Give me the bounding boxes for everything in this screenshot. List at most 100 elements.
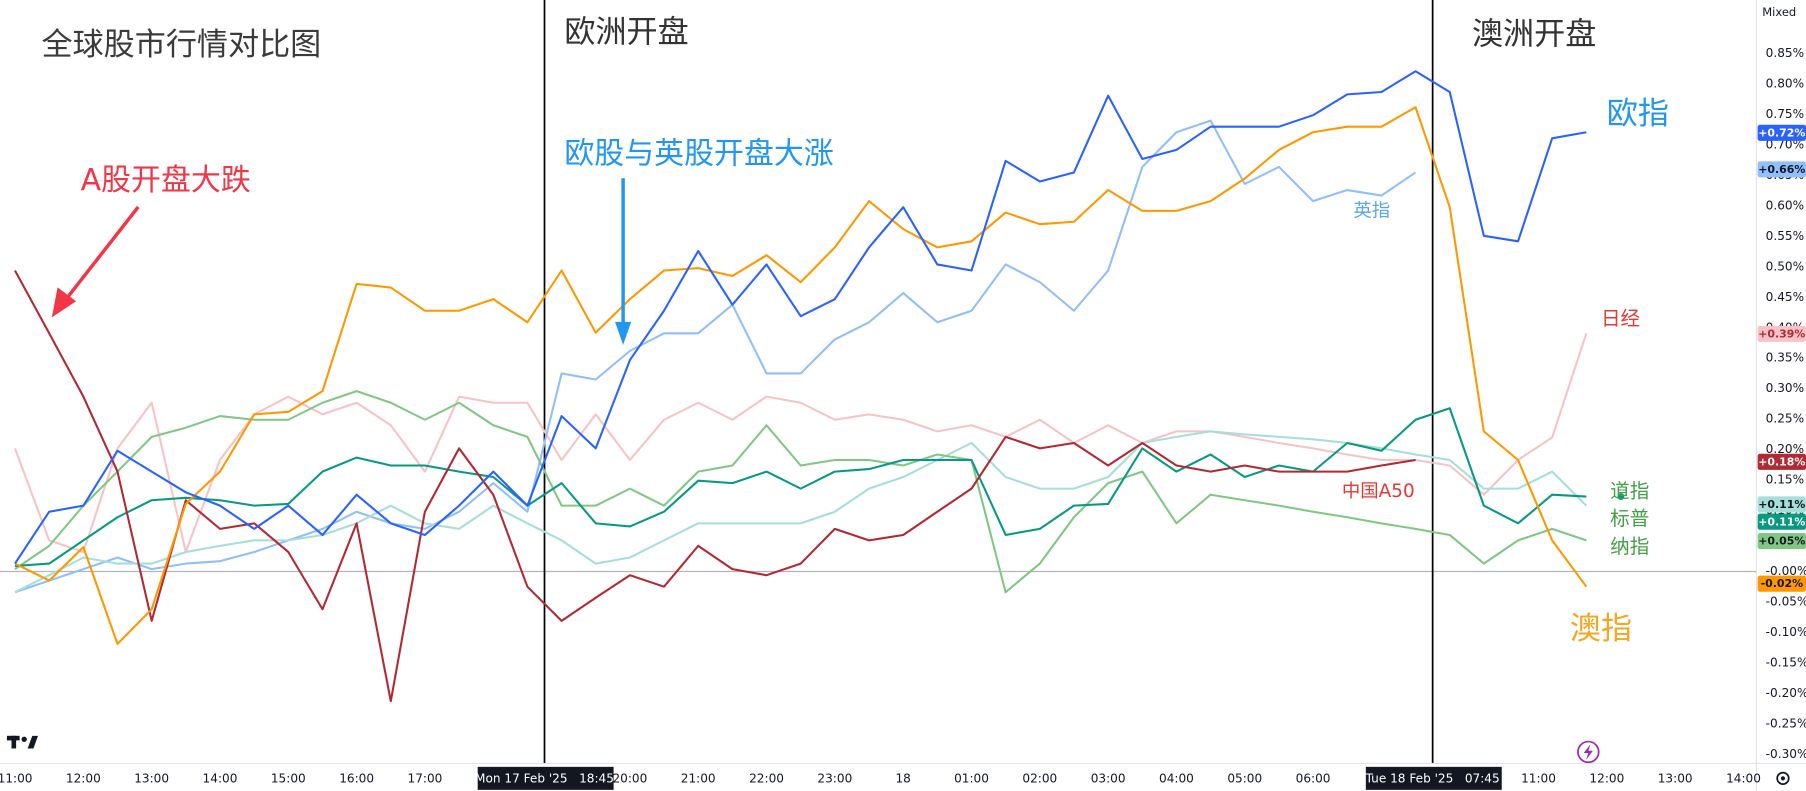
icon-gear-center [1780, 776, 1786, 781]
price-badge [1757, 325, 1806, 342]
y-tick-label: 0.70% [1766, 138, 1804, 152]
series-label: 标普 [1610, 507, 1649, 530]
price-badge [1757, 496, 1806, 513]
x-tick-label: 17:00 [408, 771, 443, 785]
price-badge-label: +0.66% [1758, 163, 1805, 176]
y-tick-label: 0.25% [1766, 412, 1804, 426]
x-tick-label: 23:00 [817, 771, 852, 785]
plot-area [0, 0, 1757, 764]
series-label: 日经 [1601, 307, 1640, 330]
x-tick-highlight [477, 766, 614, 790]
x-tick-label: 04:00 [1159, 771, 1194, 785]
x-tick-label: 13:00 [134, 771, 169, 785]
y-tick-label: 0.15% [1766, 473, 1804, 487]
icon-ring [1577, 740, 1600, 764]
logo-part [11, 735, 17, 749]
annotation: 欧洲开盘 [564, 14, 688, 50]
price-badge [1757, 124, 1806, 141]
end-marker [1617, 493, 1625, 500]
y-tick-label: -0.20% [1766, 686, 1806, 700]
x-tick-label: Tue 18 Feb '25 07:45 [1365, 771, 1500, 785]
annotation: 欧股与英股开盘大涨 [564, 137, 833, 172]
price-badge [1757, 453, 1806, 470]
y-tick-label: 0.75% [1766, 107, 1804, 121]
price-badge-label: +0.18% [1758, 455, 1805, 468]
price-badge-label: +0.11% [1758, 498, 1805, 511]
annotation: 澳洲开盘 [1472, 17, 1596, 53]
price-badge-label: +0.11% [1758, 515, 1805, 528]
red-arrow [51, 205, 140, 318]
y-tick-label: -0.10% [1766, 625, 1806, 639]
x-tick-label: 02:00 [1022, 771, 1057, 785]
scale-mode[interactable]: Mixed [1762, 5, 1796, 19]
x-tick-label: 03:00 [1091, 771, 1126, 785]
arrow-shaft [63, 205, 140, 303]
series-label: 欧指 [1607, 96, 1669, 132]
x-tick-label: 12:00 [1589, 771, 1624, 785]
x-tick-label: 20:00 [612, 771, 647, 785]
x-tick-label: 14:00 [203, 771, 238, 785]
y-tick-label: -0.05% [1766, 594, 1806, 608]
annotation: A股开盘大跌 [81, 163, 251, 198]
icon-bolt [1583, 743, 1593, 760]
series-label: 道指 [1610, 480, 1649, 503]
series-line [14, 407, 1587, 568]
x-tick-label: Mon 17 Feb '25 18:45 [475, 771, 614, 785]
series-line [14, 119, 1417, 594]
x-tick-highlight [1365, 766, 1502, 790]
series-label: 纳指 [1610, 535, 1649, 558]
logo-part [27, 735, 39, 749]
y-tick-label: 0.60% [1766, 198, 1804, 212]
y-tick-label: 0.85% [1766, 46, 1804, 60]
series-line [14, 106, 1588, 645]
blue-arrow [615, 178, 632, 345]
y-tick-label: 0.45% [1766, 290, 1804, 304]
y-tick-label: 0.55% [1766, 229, 1804, 243]
x-tick-label: 11:00 [1521, 771, 1556, 785]
x-tick-label: 12:00 [66, 771, 101, 785]
price-badge [1757, 532, 1806, 550]
y-tick-label: 0.20% [1766, 442, 1804, 456]
price-badge-label: +0.05% [1758, 535, 1805, 548]
price-badge-label: -0.02% [1761, 577, 1804, 590]
x-tick-label: 14:00 [1726, 771, 1761, 785]
y-tick-label: -0.25% [1766, 716, 1806, 730]
logo-part [21, 736, 27, 742]
icon-gear [1776, 771, 1790, 785]
y-tick-label: -0.15% [1766, 655, 1806, 669]
x-tick-label: 16:00 [339, 771, 374, 785]
y-tick-label: 0.35% [1766, 351, 1804, 365]
series-line [14, 332, 1588, 554]
y-tick-label: -0.30% [1766, 747, 1806, 761]
price-badge-label: +0.39% [1758, 327, 1805, 340]
x-tick-label: 18 [895, 771, 910, 785]
lightning-icon[interactable] [1577, 740, 1600, 764]
arrow-head [615, 321, 632, 345]
y-tick-label: 0.30% [1766, 381, 1804, 395]
x-tick-label: 13:00 [1658, 771, 1693, 785]
x-tick-label: 22:00 [749, 771, 784, 785]
price-badge [1757, 513, 1806, 530]
price-badge [1757, 161, 1806, 178]
series-label: 中国A50 [1342, 481, 1415, 502]
y-tick-label: -0.00% [1766, 564, 1806, 578]
y-tick-label: 0.50% [1766, 259, 1804, 273]
chart-title: 全球股市行情对比图 [41, 27, 321, 63]
series-label: 澳指 [1570, 611, 1632, 647]
settings-icon[interactable] [1776, 771, 1790, 785]
x-tick-label: 11:00 [0, 771, 32, 785]
x-tick-label: 06:00 [1296, 771, 1331, 785]
x-tick-label: 21:00 [681, 771, 716, 785]
x-tick-label: 01:00 [954, 771, 989, 785]
series-label: 英指 [1353, 201, 1390, 222]
logo [6, 735, 39, 749]
y-tick-label: 0.80% [1766, 77, 1804, 91]
x-tick-label: 05:00 [1227, 771, 1262, 785]
price-badge-label: +0.72% [1758, 126, 1805, 139]
series-line [14, 390, 1587, 594]
price-badge [1757, 575, 1806, 592]
series-line [14, 430, 1588, 594]
